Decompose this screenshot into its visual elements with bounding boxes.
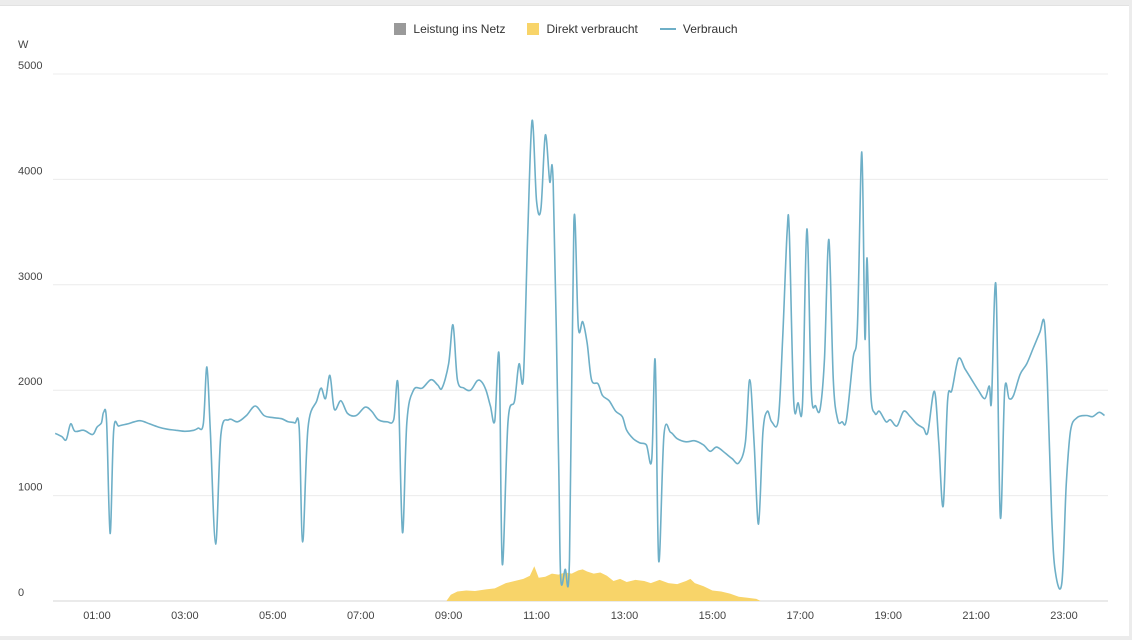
y-tick-label: 3000 xyxy=(18,271,42,283)
grid-lines xyxy=(53,73,1108,602)
legend-label: Leistung ins Netz xyxy=(413,22,506,36)
x-tick-label: 01:00 xyxy=(83,610,111,622)
legend-item-verbrauch[interactable]: Verbrauch xyxy=(659,22,738,36)
chart-legend: Leistung ins Netz Direkt verbraucht Verb… xyxy=(0,22,1132,36)
series-line-verbrauch xyxy=(54,119,1105,590)
x-tick-label: 19:00 xyxy=(874,610,902,622)
y-tick-label: 2000 xyxy=(18,376,42,388)
legend-swatch-grey xyxy=(394,23,407,35)
x-tick-label: 11:00 xyxy=(523,610,550,622)
series-area-direkt-verbraucht xyxy=(446,566,761,601)
legend-item-direkt-verbraucht[interactable]: Direkt verbraucht xyxy=(527,22,638,36)
x-tick-label: 17:00 xyxy=(787,610,815,622)
chart-card xyxy=(0,5,1129,636)
x-tick-label: 05:00 xyxy=(259,610,287,622)
series-layer xyxy=(54,119,1105,601)
y-tick-label: 1000 xyxy=(18,482,42,494)
y-tick-label: 0 xyxy=(18,587,24,599)
legend-label: Direkt verbraucht xyxy=(546,22,638,36)
x-tick-label: 09:00 xyxy=(435,610,463,622)
legend-swatch-yellow xyxy=(527,23,540,35)
y-axis-unit: W xyxy=(18,39,29,51)
x-tick-label: 15:00 xyxy=(699,610,727,622)
x-tick-label: 03:00 xyxy=(171,610,199,622)
legend-label: Verbrauch xyxy=(682,22,738,36)
y-axis-ticks: 0 1000 2000 3000 4000 5000 xyxy=(18,60,42,599)
x-tick-label: 07:00 xyxy=(347,610,375,622)
y-tick-label: 4000 xyxy=(18,165,42,177)
legend-swatch-line xyxy=(659,28,676,30)
x-axis-ticks: 01:00 03:00 05:00 07:00 09:00 11:00 13:00 15:00… xyxy=(83,610,1078,622)
x-tick-label: 23:00 xyxy=(1050,610,1078,622)
x-tick-label: 13:00 xyxy=(611,610,639,622)
y-tick-label: 5000 xyxy=(18,60,42,72)
legend-item-leistung-ins-netz[interactable]: Leistung ins Netz xyxy=(394,22,505,36)
x-tick-label: 21:00 xyxy=(962,610,990,622)
